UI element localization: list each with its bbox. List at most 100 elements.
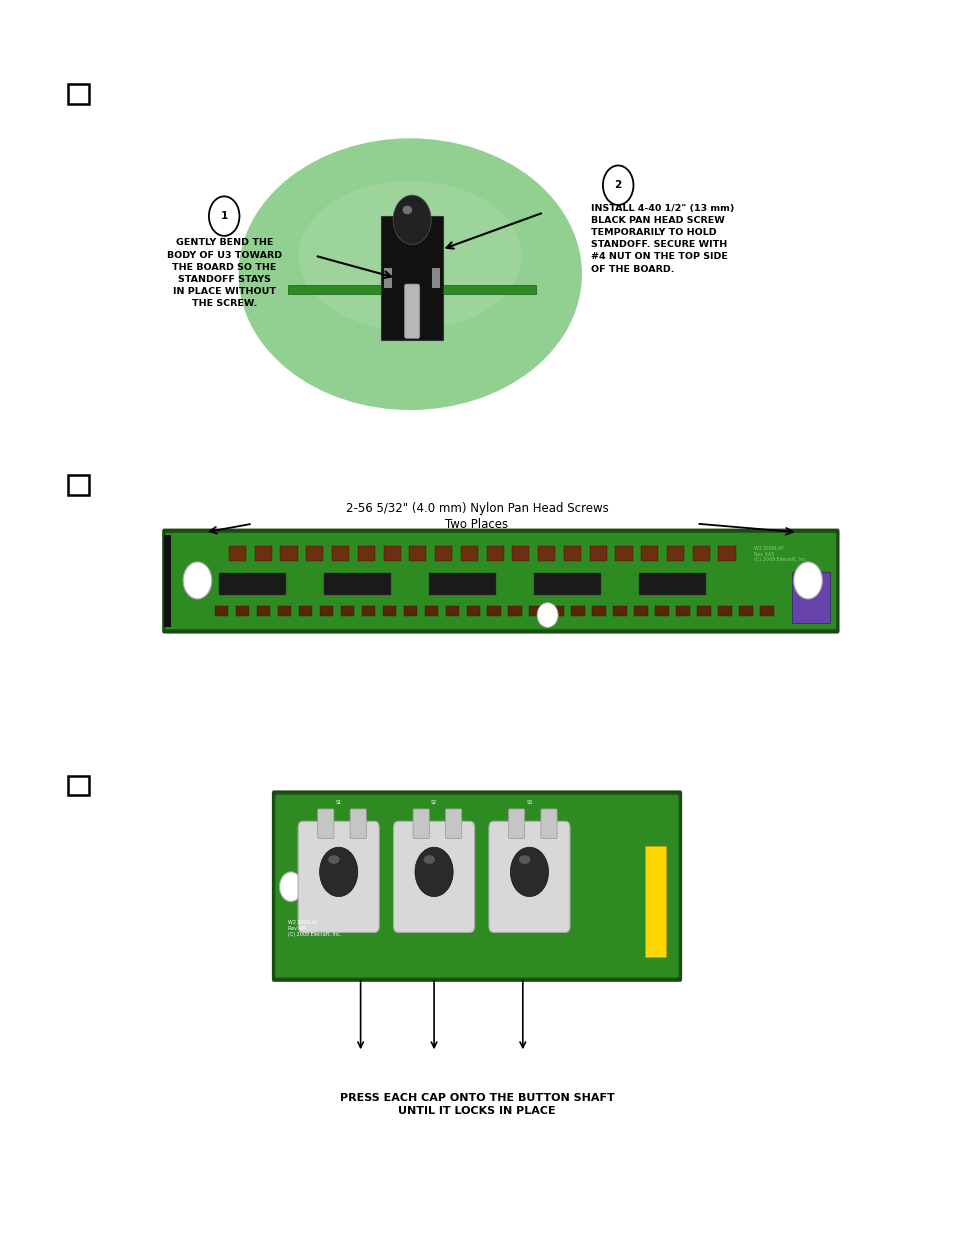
Ellipse shape: [238, 138, 581, 410]
FancyBboxPatch shape: [274, 794, 679, 978]
Bar: [256, 606, 270, 616]
Bar: [537, 546, 555, 561]
Circle shape: [510, 847, 548, 897]
Bar: [615, 546, 632, 561]
Bar: [384, 268, 392, 288]
Text: 2-56 5/32" (4.0 mm) Nylon Pan Head Screws
Two Places: 2-56 5/32" (4.0 mm) Nylon Pan Head Screw…: [345, 503, 608, 531]
Bar: [383, 546, 400, 561]
Bar: [288, 285, 536, 294]
Bar: [718, 606, 731, 616]
Bar: [634, 606, 647, 616]
Circle shape: [415, 847, 453, 897]
Bar: [486, 546, 503, 561]
Bar: [435, 546, 452, 561]
Bar: [534, 573, 600, 595]
Bar: [550, 606, 563, 616]
FancyBboxPatch shape: [393, 821, 475, 932]
Text: INSTALL 4-40 1/2" (13 mm)
BLACK PAN HEAD SCREW
TEMPORARILY TO HOLD
STANDOFF. SEC: INSTALL 4-40 1/2" (13 mm) BLACK PAN HEAD…: [591, 204, 734, 273]
Bar: [68, 84, 89, 104]
Ellipse shape: [298, 180, 521, 330]
FancyBboxPatch shape: [404, 284, 419, 338]
Bar: [219, 573, 286, 595]
Bar: [563, 546, 580, 561]
Bar: [571, 606, 584, 616]
Bar: [403, 606, 416, 616]
Bar: [164, 535, 171, 627]
Bar: [460, 546, 477, 561]
Bar: [68, 475, 89, 495]
Bar: [718, 546, 735, 561]
Bar: [697, 606, 710, 616]
FancyBboxPatch shape: [445, 809, 461, 839]
Bar: [640, 546, 658, 561]
FancyBboxPatch shape: [508, 809, 524, 839]
Bar: [235, 606, 249, 616]
Bar: [692, 546, 709, 561]
Bar: [357, 546, 375, 561]
Bar: [592, 606, 605, 616]
Bar: [445, 606, 458, 616]
FancyBboxPatch shape: [162, 529, 839, 634]
FancyBboxPatch shape: [317, 809, 334, 839]
Circle shape: [793, 562, 821, 599]
Bar: [277, 606, 291, 616]
Bar: [324, 573, 391, 595]
Bar: [332, 546, 349, 561]
Text: S2: S2: [431, 800, 436, 805]
FancyBboxPatch shape: [413, 809, 429, 839]
Bar: [306, 546, 323, 561]
Bar: [409, 546, 426, 561]
Bar: [739, 606, 752, 616]
Bar: [229, 546, 246, 561]
Bar: [254, 546, 272, 561]
Bar: [298, 606, 312, 616]
Bar: [429, 573, 496, 595]
Text: S1: S1: [335, 800, 341, 805]
Bar: [340, 606, 354, 616]
Bar: [644, 846, 665, 957]
Circle shape: [602, 165, 633, 205]
Bar: [487, 606, 500, 616]
Text: S3: S3: [526, 800, 532, 805]
Text: PRESS EACH CAP ONTO THE BUTTON SHAFT
UNTIL IT LOCKS IN PLACE: PRESS EACH CAP ONTO THE BUTTON SHAFT UNT…: [339, 1093, 614, 1116]
Bar: [280, 546, 297, 561]
Bar: [68, 776, 89, 795]
Text: W2 DISPLAY
Rev XM
(C) 2009 Elecraft, Inc.: W2 DISPLAY Rev XM (C) 2009 Elecraft, Inc…: [288, 920, 341, 936]
Ellipse shape: [537, 603, 558, 627]
Bar: [655, 606, 668, 616]
Text: GENTLY BEND THE
BODY OF U3 TOWARD
THE BOARD SO THE
STANDOFF STAYS
IN PLACE WITHO: GENTLY BEND THE BODY OF U3 TOWARD THE BO…: [167, 238, 281, 308]
Bar: [361, 606, 375, 616]
Text: W2 DISPLAY
Rev XA5
(C) 2009 Elecraft, Inc.: W2 DISPLAY Rev XA5 (C) 2009 Elecraft, In…: [753, 546, 806, 562]
FancyBboxPatch shape: [540, 809, 557, 839]
Ellipse shape: [402, 206, 412, 215]
Bar: [676, 606, 689, 616]
Bar: [529, 606, 542, 616]
FancyBboxPatch shape: [165, 532, 836, 630]
Bar: [760, 606, 773, 616]
Ellipse shape: [328, 855, 339, 864]
Bar: [791, 572, 829, 622]
Circle shape: [393, 195, 431, 245]
FancyBboxPatch shape: [297, 821, 378, 932]
Bar: [380, 216, 442, 340]
Bar: [508, 606, 521, 616]
FancyBboxPatch shape: [272, 790, 681, 982]
Bar: [466, 606, 479, 616]
Bar: [613, 606, 626, 616]
Bar: [639, 573, 705, 595]
FancyBboxPatch shape: [489, 821, 570, 932]
Ellipse shape: [423, 855, 435, 864]
Circle shape: [209, 196, 239, 236]
Text: 2: 2: [614, 180, 621, 190]
FancyBboxPatch shape: [350, 809, 366, 839]
Bar: [512, 546, 529, 561]
Circle shape: [319, 847, 357, 897]
Bar: [214, 606, 228, 616]
Circle shape: [183, 562, 212, 599]
Bar: [424, 606, 437, 616]
Bar: [666, 546, 683, 561]
Bar: [382, 606, 395, 616]
Ellipse shape: [518, 855, 530, 864]
Bar: [319, 606, 333, 616]
Bar: [589, 546, 606, 561]
